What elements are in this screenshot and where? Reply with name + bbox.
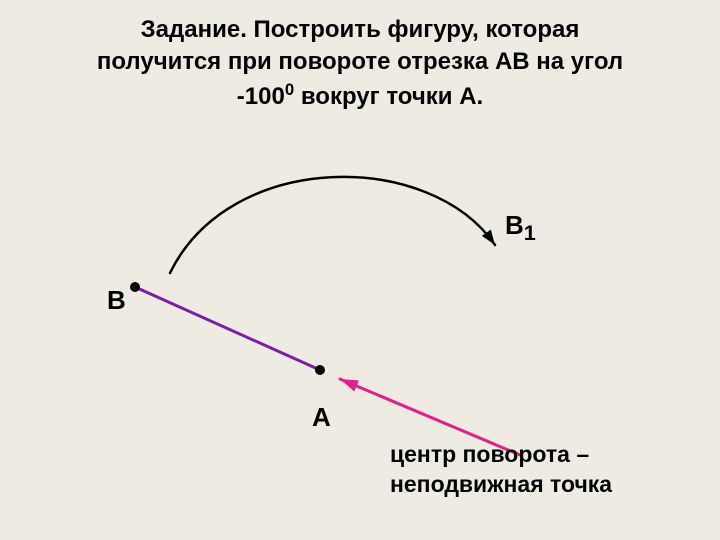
point-label-b: В — [107, 285, 126, 316]
point-label-a: А — [312, 402, 331, 433]
caption-line2: неподвижная точка — [390, 471, 612, 497]
caption-line1: центр поворота – — [390, 441, 589, 467]
point-label-b1: В1 — [505, 210, 536, 246]
center-caption: центр поворота – неподвижная точка — [390, 440, 612, 500]
